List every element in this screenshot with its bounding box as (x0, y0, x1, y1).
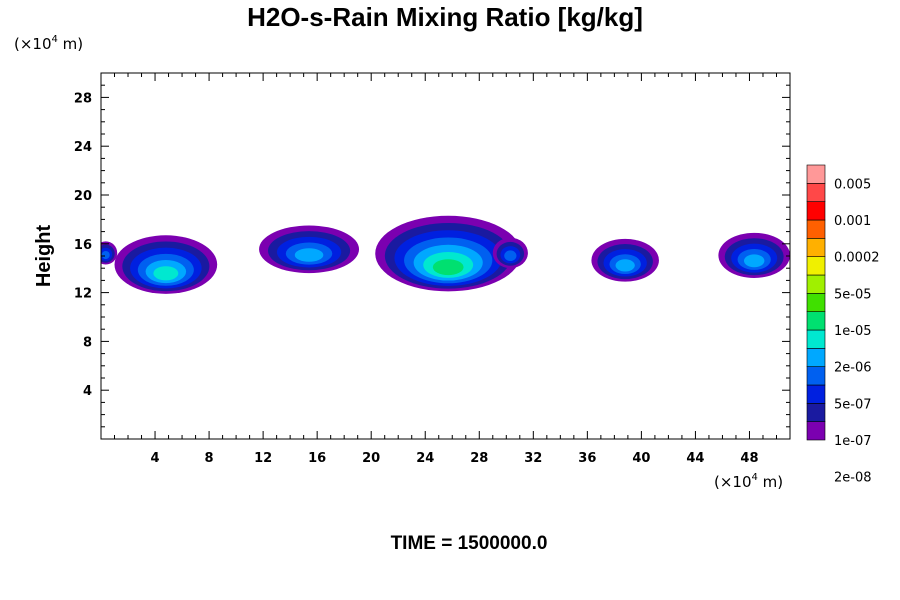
precipitation-field (101, 215, 790, 294)
colorbar-swatch (806, 274, 826, 294)
cloud-contour (101, 251, 110, 260)
colorbar-label: 0.001 (834, 214, 871, 229)
x-tick-label: 32 (524, 451, 542, 466)
cloud-contour (743, 254, 765, 268)
colorbar-swatch (806, 329, 826, 349)
colorbar-swatch (806, 238, 826, 257)
x-tick-label: 24 (416, 451, 434, 466)
x-tick-label: 8 (205, 451, 214, 466)
x-tick-label: 48 (740, 451, 758, 466)
colorbar-swatch (806, 421, 826, 441)
x-units-label: (×104 m) (714, 472, 783, 491)
colorbar-swatch (806, 256, 826, 276)
x-tick-label: 4 (151, 451, 160, 466)
cloud-blob (718, 232, 790, 278)
colorbar-swatch (806, 164, 826, 184)
y-tick-label: 28 (74, 91, 92, 106)
y-tick-label: 4 (83, 384, 92, 399)
y-tick-label: 20 (74, 189, 92, 204)
x-tick-label: 16 (308, 451, 326, 466)
cloud-blob (101, 241, 118, 265)
x-tick-label: 36 (578, 451, 596, 466)
colorbar-swatch (806, 366, 826, 386)
colorbar-label: 2e-08 (834, 471, 872, 486)
y-tick-label: 16 (74, 238, 92, 253)
x-tick-label: 40 (632, 451, 650, 466)
colorbar-swatch (806, 348, 826, 367)
x-tick-label: 12 (254, 451, 272, 466)
colorbar-swatch (806, 311, 826, 331)
colorbar-swatch (806, 183, 826, 202)
cloud-contour (153, 266, 179, 281)
y-axis-label: Height (33, 225, 55, 288)
time-label: TIME = 1500000.0 (391, 533, 548, 554)
x-axis: 4 8 12 16 20 24 28 32 36 40 44 48 (114, 73, 777, 466)
cloud-blob (492, 237, 528, 269)
colorbar-label: 1e-07 (834, 434, 872, 449)
y-tick-label: 8 (83, 335, 92, 350)
colorbar-swatch (806, 219, 826, 239)
colorbar-label: 0.005 (834, 177, 871, 192)
cloud-contour (615, 259, 635, 272)
cloud-blob (114, 235, 218, 294)
y-tick-label: 12 (74, 287, 92, 302)
cloud-blob (259, 225, 360, 274)
cloud-contour (294, 248, 324, 262)
colorbar-swatch (806, 384, 826, 404)
colorbar-swatch (806, 293, 826, 312)
colorbar-label: 1e-05 (834, 324, 872, 339)
x-tick-label: 28 (470, 451, 488, 466)
colorbar-label: 2e-06 (834, 361, 872, 376)
chart-title: H2O-s-Rain Mixing Ratio [kg/kg] (247, 2, 643, 32)
colorbar-label: 5e-05 (834, 287, 872, 302)
cloud-contour (504, 250, 517, 261)
y-tick-label: 24 (74, 140, 92, 155)
cloud-contour (432, 259, 464, 276)
x-tick-label: 20 (362, 451, 380, 466)
x-tick-label: 44 (686, 451, 704, 466)
colorbar-label: 5e-07 (834, 397, 872, 412)
y-units-label: (×104 m) (14, 34, 83, 53)
cloud-blob (591, 238, 659, 282)
colorbar-label: 0.0002 (834, 251, 880, 266)
cloud-blob (375, 215, 522, 292)
colorbar-swatch (806, 201, 826, 221)
y-axis: 4 8 12 16 20 24 28 (74, 84, 790, 428)
colorbar: 0.005 0.001 0.0002 5e-05 1e-05 2e-06 5e-07 1e-0… (806, 164, 880, 486)
colorbar-swatch (806, 403, 826, 422)
